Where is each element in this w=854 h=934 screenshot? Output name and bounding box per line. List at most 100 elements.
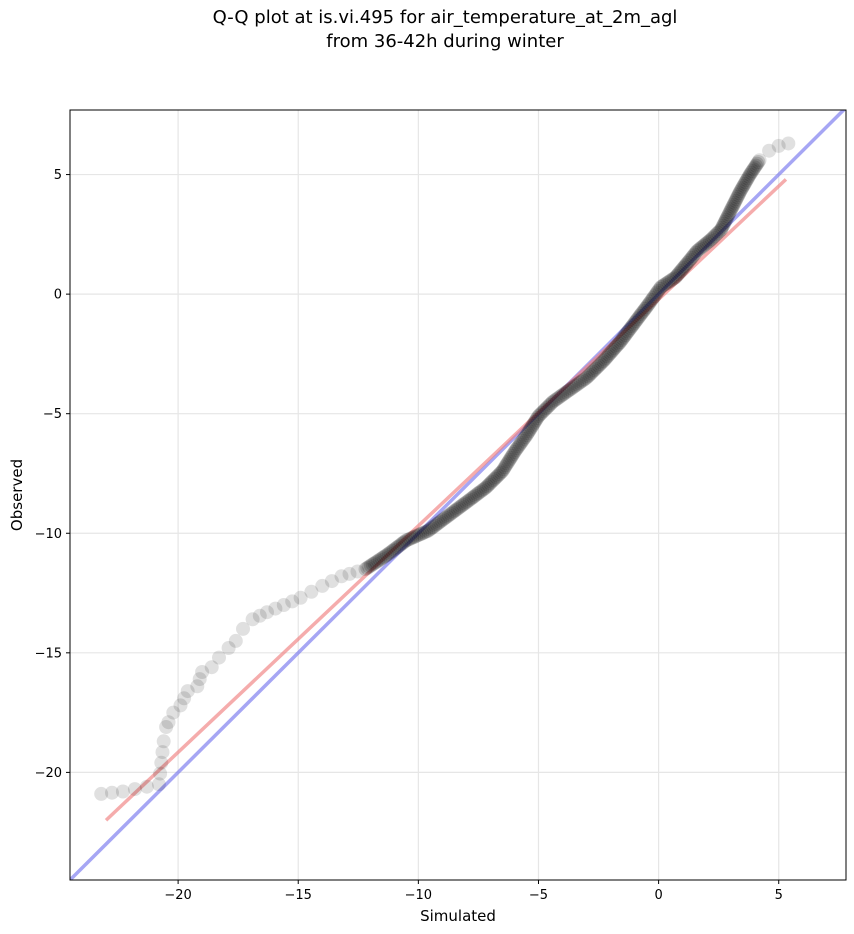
- data-point: [483, 476, 498, 491]
- data-point: [632, 308, 647, 323]
- data-point: [105, 785, 119, 800]
- data-point: [587, 363, 602, 378]
- data-point: [634, 307, 649, 322]
- data-point: [392, 538, 407, 553]
- data-point: [635, 305, 650, 320]
- data-point: [730, 190, 745, 204]
- data-point: [438, 510, 453, 525]
- data-point: [717, 216, 731, 231]
- data-point: [688, 245, 703, 260]
- data-point: [473, 484, 488, 499]
- data-point: [672, 265, 687, 280]
- data-point: [664, 272, 679, 287]
- data-point: [582, 367, 597, 382]
- data-point: [512, 437, 527, 452]
- plot-frame: [69, 109, 847, 881]
- data-point: [646, 291, 660, 306]
- data-point: [752, 153, 767, 168]
- data-point: [691, 242, 706, 257]
- data-point: [419, 524, 433, 539]
- data-point: [524, 420, 539, 435]
- data-point: [594, 355, 609, 370]
- data-point: [537, 402, 552, 417]
- data-point: [525, 418, 540, 433]
- data-point: [515, 433, 530, 448]
- data-point: [577, 372, 592, 387]
- data-point: [385, 543, 400, 558]
- data-point: [661, 275, 676, 290]
- data-point: [268, 601, 283, 616]
- data-point: [510, 441, 525, 456]
- data-point: [490, 468, 505, 483]
- data-point: [429, 517, 444, 532]
- data-point: [447, 504, 462, 519]
- data-point: [762, 143, 777, 158]
- data-point: [376, 550, 391, 565]
- data-point: [469, 487, 484, 502]
- data-point: [433, 514, 448, 529]
- data-point: [611, 336, 626, 351]
- data-point: [619, 326, 634, 341]
- x-tick-label: −20: [164, 888, 191, 903]
- reference-lines: [70, 110, 846, 880]
- data-point: [503, 450, 518, 465]
- data-point: [276, 598, 291, 612]
- data-point: [654, 280, 668, 294]
- data-point: [588, 361, 603, 376]
- x-tick-label: 5: [775, 888, 783, 903]
- data-point: [440, 509, 455, 524]
- data-point: [617, 329, 632, 344]
- data-point: [714, 222, 729, 237]
- data-point: [702, 233, 717, 248]
- data-point: [365, 557, 380, 572]
- data-point: [455, 497, 470, 512]
- data-point: [560, 384, 575, 399]
- data-point: [195, 665, 210, 679]
- data-point: [481, 477, 496, 492]
- data-point: [744, 165, 759, 180]
- data-point: [687, 247, 702, 262]
- data-point: [378, 549, 393, 563]
- data-point: [471, 486, 486, 500]
- data-point: [742, 167, 757, 182]
- data-point: [570, 377, 585, 392]
- data-point: [573, 374, 588, 389]
- data-point: [671, 267, 686, 282]
- data-point: [166, 705, 181, 720]
- data-point: [500, 456, 515, 471]
- data-point: [159, 720, 174, 734]
- ticks: −20 −15 −10 −5 0 5 −20 −15 −10 −5 0 5: [35, 168, 783, 903]
- data-point: [475, 483, 490, 498]
- data-point: [177, 691, 192, 706]
- data-point: [466, 490, 481, 504]
- data-point: [555, 388, 570, 403]
- data-point: [585, 364, 600, 379]
- data-point: [374, 551, 389, 566]
- data-point: [726, 197, 741, 212]
- data-point: [507, 445, 522, 459]
- data-point: [212, 650, 226, 665]
- data-point: [676, 260, 691, 275]
- data-point: [609, 339, 623, 354]
- data-point: [564, 381, 579, 396]
- data-point: [613, 335, 628, 349]
- data-point: [575, 373, 590, 388]
- data-point: [669, 268, 684, 283]
- data-point: [675, 262, 690, 277]
- data-point: [115, 784, 130, 799]
- data-point: [596, 354, 611, 369]
- data-point: [657, 277, 672, 292]
- data-point: [549, 392, 564, 407]
- data-point: [452, 500, 467, 515]
- data-point: [151, 777, 166, 792]
- data-point: [677, 259, 692, 274]
- data-point: [618, 328, 633, 342]
- data-point: [739, 173, 754, 188]
- data-point: [530, 411, 545, 425]
- data-point: [747, 160, 762, 175]
- data-point: [505, 448, 520, 463]
- data-point: [401, 532, 416, 547]
- data-point: [712, 224, 727, 239]
- data-point: [415, 526, 430, 541]
- data-point: [623, 321, 638, 335]
